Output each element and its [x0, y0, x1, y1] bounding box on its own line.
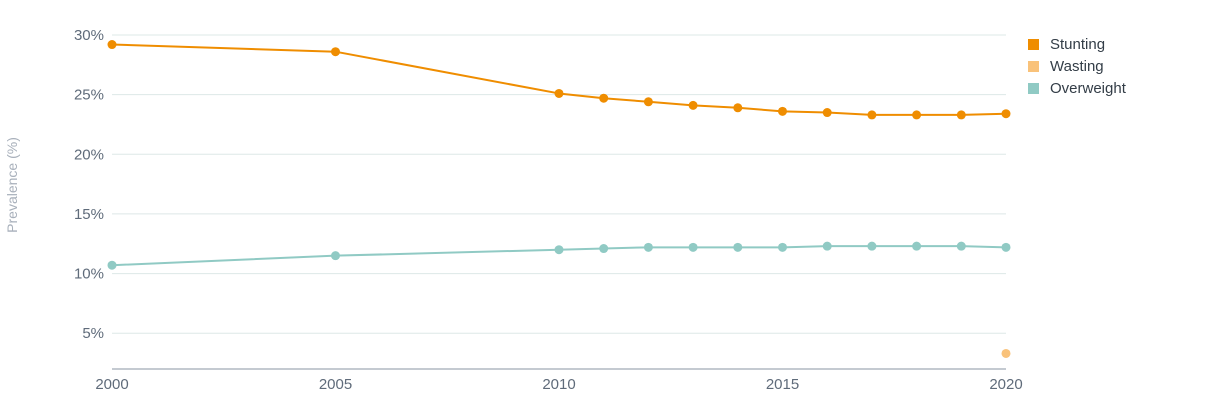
- data-point-stunting: [688, 100, 698, 110]
- data-point-overweight: [331, 251, 340, 261]
- legend-item-stunting[interactable]: Stunting: [1028, 33, 1126, 55]
- data-point-overweight: [867, 241, 877, 251]
- legend-label-stunting: Stunting: [1050, 35, 1106, 53]
- data-point-overweight: [822, 241, 832, 251]
- data-point-wasting: [1001, 348, 1011, 358]
- y-tick-label: 25%: [74, 87, 104, 104]
- data-point-stunting: [107, 40, 117, 50]
- data-point-overweight: [688, 242, 698, 252]
- x-tick-label: 2015: [766, 376, 799, 393]
- y-tick-label: 15%: [74, 206, 104, 223]
- data-point-stunting: [554, 88, 564, 98]
- legend-swatch-overweight: [1028, 82, 1039, 94]
- data-point-stunting: [331, 47, 340, 57]
- series-line-stunting: [111, 43, 1007, 116]
- legend-label-overweight: Overweight: [1050, 79, 1126, 97]
- y-tick-label: 5%: [82, 325, 104, 342]
- data-point-stunting: [778, 106, 787, 116]
- data-point-stunting: [1001, 109, 1011, 119]
- legend-item-wasting[interactable]: Wasting: [1028, 55, 1126, 77]
- data-point-stunting: [643, 97, 653, 107]
- y-tick-label: 10%: [74, 266, 104, 283]
- legend-swatch-wasting: [1028, 60, 1039, 72]
- data-point-overweight: [733, 242, 743, 252]
- x-tick-label: 2010: [542, 376, 575, 393]
- data-point-overweight: [778, 242, 787, 252]
- legend: Stunting Wasting Overweight: [1028, 33, 1126, 99]
- data-point-overweight: [1001, 242, 1011, 252]
- data-point-overweight: [599, 244, 609, 254]
- x-tick-label: 2005: [319, 376, 352, 393]
- data-point-stunting: [822, 108, 832, 118]
- data-point-stunting: [912, 110, 922, 120]
- y-tick-label: 30%: [74, 27, 104, 44]
- legend-swatch-stunting: [1028, 38, 1039, 50]
- data-point-overweight: [643, 242, 653, 252]
- data-point-stunting: [733, 103, 743, 113]
- data-point-stunting: [867, 110, 877, 120]
- y-tick-label: 20%: [74, 146, 104, 163]
- data-point-overweight: [912, 241, 922, 251]
- data-point-stunting: [956, 110, 966, 120]
- data-point-overweight: [554, 245, 564, 255]
- legend-item-overweight[interactable]: Overweight: [1028, 77, 1126, 99]
- data-point-stunting: [599, 93, 609, 103]
- legend-label-wasting: Wasting: [1050, 57, 1104, 75]
- y-axis-title: Prevalence (%): [4, 137, 20, 233]
- data-point-overweight: [107, 260, 117, 270]
- x-tick-label: 2020: [989, 376, 1022, 393]
- data-point-overweight: [956, 241, 966, 251]
- x-tick-label: 2000: [95, 376, 128, 393]
